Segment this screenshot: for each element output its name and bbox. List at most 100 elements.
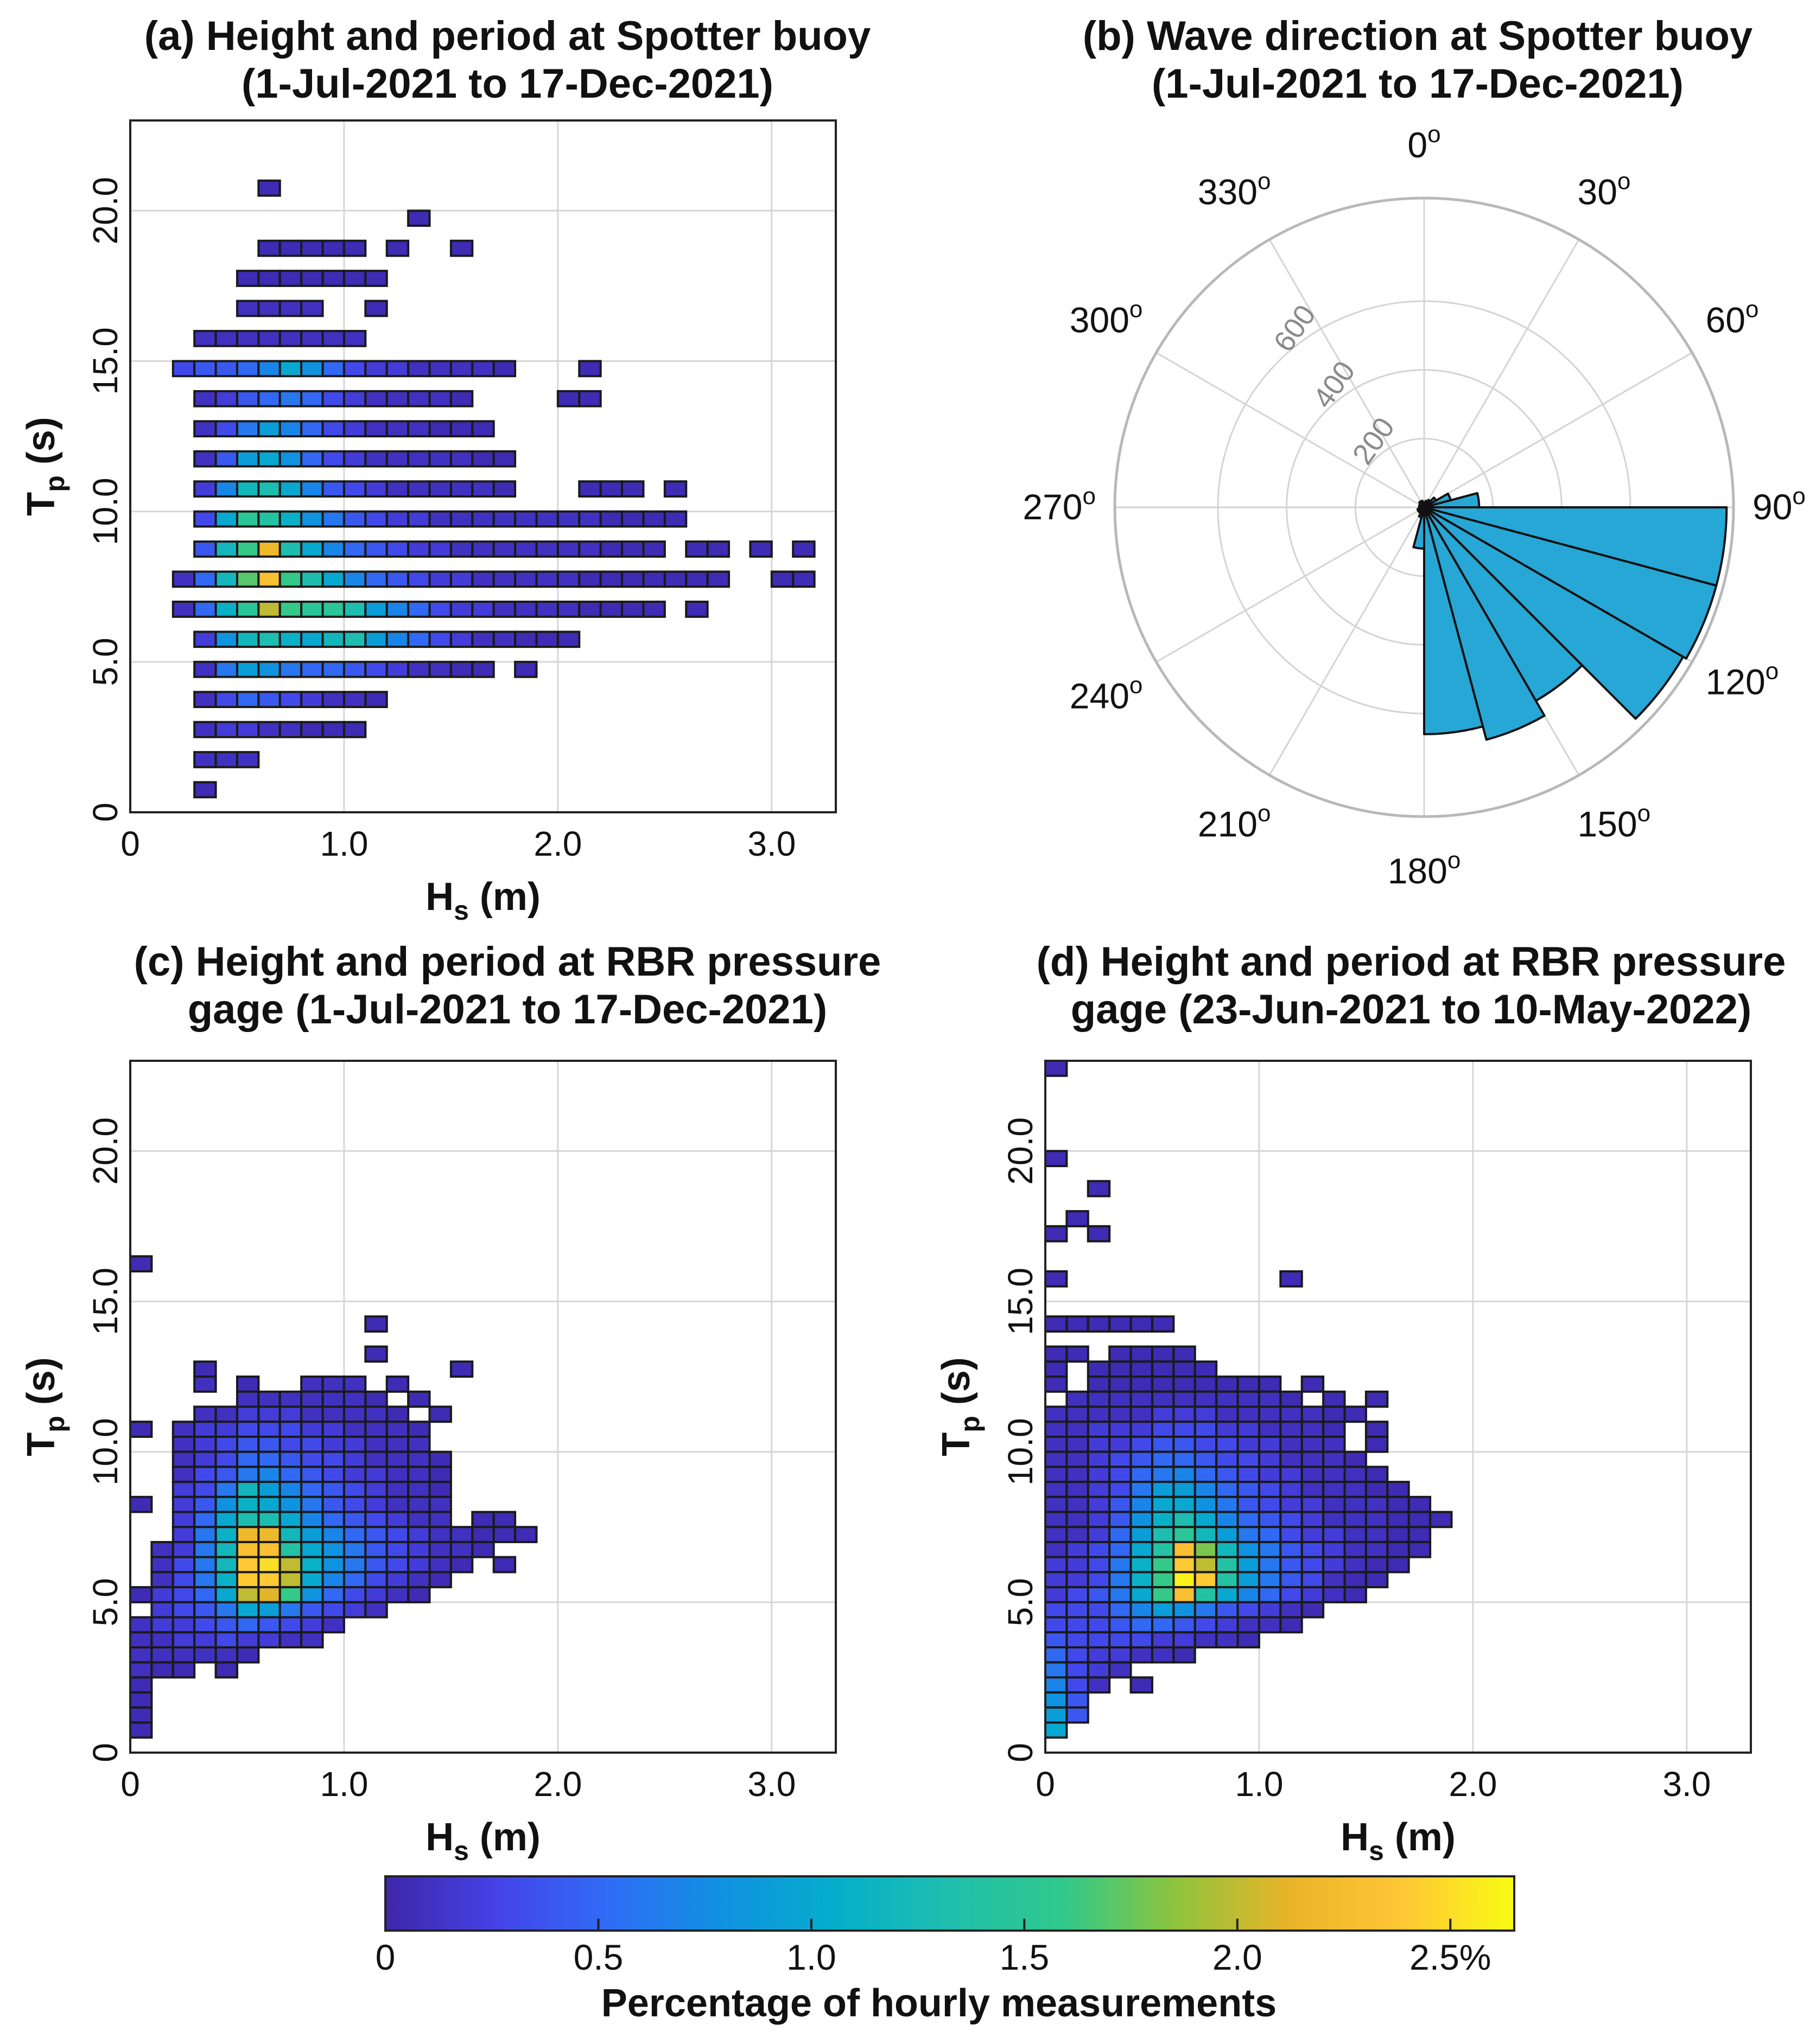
heatmap-cell — [1151, 1466, 1175, 1483]
angle-label-value: 330 — [1198, 171, 1258, 212]
heatmap-cell — [1087, 1631, 1111, 1648]
heatmap-cell — [1322, 1556, 1346, 1574]
x-tick-label: 3.0 — [747, 824, 796, 863]
heatmap-cell — [1279, 1526, 1303, 1543]
heatmap-cells — [129, 1255, 538, 1739]
colorbar-tick-label: 1.0 — [786, 1937, 836, 1977]
heatmap-cell — [428, 1495, 452, 1513]
heatmap-cell — [1087, 1315, 1111, 1333]
heatmap-cell — [1279, 1616, 1303, 1634]
heatmap-cell — [1108, 1511, 1132, 1529]
heatmap-cell — [321, 1376, 345, 1393]
heatmap-cell — [385, 1586, 410, 1603]
degree-mark: o — [1617, 168, 1630, 194]
heatmap-cell — [385, 1556, 410, 1574]
heatmap-cell — [1193, 1586, 1218, 1603]
heatmap-cell — [492, 510, 517, 528]
angle-label-value: 0 — [1407, 125, 1427, 165]
heatmap-cell — [492, 540, 517, 558]
heatmap-cell — [172, 360, 196, 378]
heatmap-cell — [407, 1571, 431, 1589]
heatmap-cell — [257, 1586, 281, 1603]
heatmap-cell — [129, 1661, 153, 1679]
heatmap-cell — [449, 239, 474, 257]
heatmap-cell — [300, 1571, 324, 1589]
heatmap-cell — [278, 1481, 303, 1498]
heatmap-cell — [1364, 1540, 1389, 1558]
heatmap-cell — [1108, 1540, 1132, 1558]
heatmap-cell — [214, 751, 238, 768]
heatmap-cell — [172, 1511, 196, 1529]
heatmap-cell — [214, 480, 238, 498]
heatmap-cell — [1258, 1390, 1282, 1408]
heatmap-cell — [1322, 1526, 1346, 1543]
heatmap-cell — [1129, 1631, 1153, 1648]
heatmap-cell — [1172, 1540, 1196, 1558]
heatmap-cell — [129, 1616, 153, 1634]
heatmap-cell — [1322, 1421, 1346, 1438]
heatmap-cell — [364, 480, 388, 498]
heatmap-cell — [214, 1556, 238, 1574]
heatmap-cell — [236, 1571, 260, 1589]
heatmap-cell — [1258, 1376, 1282, 1393]
heatmap-cell — [1087, 1466, 1111, 1483]
y-tick-label: 10.0 — [1001, 1418, 1040, 1486]
heatmap-cell — [257, 1390, 281, 1408]
heatmap-cell — [193, 600, 217, 618]
heatmap-cell — [642, 540, 666, 558]
heatmap-cell — [193, 660, 217, 678]
panel-title: (c) Height and period at RBR pressure — [134, 939, 881, 985]
heatmap-cell — [1065, 1706, 1089, 1724]
panel-subtitle: (1-Jul-2021 to 17-Dec-2021) — [242, 61, 773, 107]
heatmap-cell — [172, 1450, 196, 1468]
heatmap-cell — [364, 540, 388, 558]
heatmap-cell — [1151, 1360, 1175, 1378]
angle-label-value: 180 — [1388, 851, 1447, 891]
heatmap-cell — [342, 1450, 367, 1468]
heatmap-cell — [278, 1526, 303, 1543]
heatmap-cell — [236, 1631, 260, 1648]
heatmap-cell — [1172, 1616, 1196, 1634]
heatmap-cell — [1108, 1481, 1132, 1498]
heatmap-cell — [1258, 1601, 1282, 1619]
heatmap-cells — [1044, 1060, 1453, 1739]
heatmap-cell — [300, 1435, 324, 1453]
heatmap-cell — [172, 1466, 196, 1483]
heatmap-cell — [214, 360, 238, 378]
heatmap-cell — [364, 1556, 388, 1574]
heatmap-cell — [364, 691, 388, 708]
heatmap-cell — [257, 1481, 281, 1498]
heatmap-cell — [342, 1540, 367, 1558]
heatmap-cell — [342, 1571, 367, 1589]
heatmap-cell — [1343, 1586, 1367, 1603]
polar-panel-b: (b) Wave direction at Spotter buoy(1-Jul… — [1023, 13, 1806, 891]
heatmap-cell — [1044, 1376, 1068, 1393]
heatmap-cell — [407, 420, 431, 438]
heatmap-cell — [278, 1390, 303, 1408]
heatmap-cell — [578, 600, 602, 618]
heatmap-cell — [321, 1405, 345, 1423]
heatmap-cell — [257, 450, 281, 468]
heatmap-cell — [449, 1540, 474, 1558]
heatmap-cell — [1215, 1450, 1239, 1468]
heatmap-cell — [236, 1495, 260, 1513]
x-tick-label: 2.0 — [534, 1765, 582, 1804]
heatmap-cell — [278, 239, 303, 257]
heatmap-cell — [1087, 1601, 1111, 1619]
heatmap-cell — [1364, 1571, 1389, 1589]
heatmap-cell — [1065, 1450, 1089, 1468]
heatmap-cell — [1300, 1376, 1325, 1393]
heatmap-cell — [129, 1586, 153, 1603]
heatmap-cell — [172, 1631, 196, 1648]
heatmap-cell — [214, 660, 238, 678]
heatmap-cell — [214, 721, 238, 738]
heatmap-cell — [578, 510, 602, 528]
heatmap-cell — [1215, 1495, 1239, 1513]
heatmap-cell — [1108, 1315, 1132, 1333]
heatmap-cell — [1044, 1571, 1068, 1589]
heatmap-cell — [150, 1556, 174, 1574]
heatmap-cell — [1279, 1405, 1303, 1423]
heatmap-cell — [193, 1586, 217, 1603]
heatmap-cell — [257, 721, 281, 738]
heatmap-cell — [385, 1481, 410, 1498]
